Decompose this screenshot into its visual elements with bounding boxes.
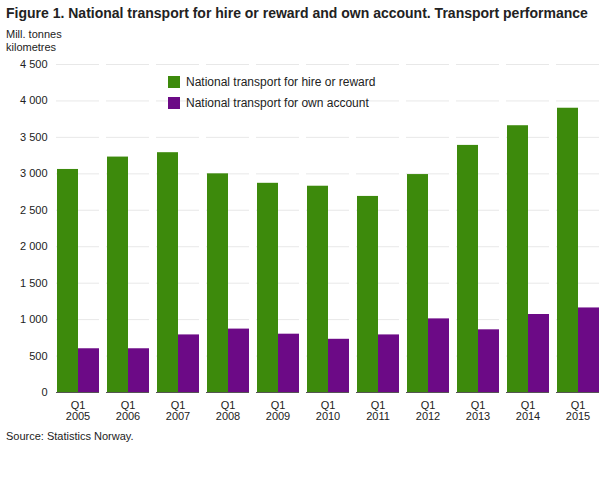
svg-text:2 500: 2 500 [20,204,48,216]
html-text:Mill. tonnes kilometres: Mill. tonnes kilometres [6,28,62,53]
svg-text:2 000: 2 000 [20,240,48,252]
svg-text:Q12006: Q12006 [116,399,140,422]
svg-text:4 000: 4 000 [20,94,48,106]
html-text:National transport for hire or: National transport for hire or reward [186,75,376,89]
html-text:National transport for own acc: National transport for own account [186,96,369,110]
html-text:Source: Statistics Norway.: Source: Statistics Norway. [6,430,134,442]
svg-text:3 000: 3 000 [20,167,48,179]
svg-text:1 000: 1 000 [20,313,48,325]
svg-text:1 500: 1 500 [20,277,48,289]
svg-text:Q12009: Q12009 [266,399,290,422]
svg-text:Q12014: Q12014 [516,399,540,422]
svg-text:4 500: 4 500 [20,58,48,70]
svg-text:500: 500 [29,350,47,362]
svg-text:Q12012: Q12012 [416,399,440,422]
svg-text:Q12005: Q12005 [66,399,90,422]
svg-text:3 500: 3 500 [20,131,48,143]
svg-text:Q12008: Q12008 [216,399,240,422]
svg-text:0: 0 [41,386,47,398]
svg-text:Q12011: Q12011 [366,399,390,422]
svg-text:Q12015: Q12015 [566,399,590,422]
svg-text:Q12007: Q12007 [166,399,190,422]
svg-text:Q12013: Q12013 [466,399,490,422]
html-text:Figure 1. National transport f: Figure 1. National transport for hire or… [6,5,588,21]
svg-text:Q12010: Q12010 [316,399,340,422]
